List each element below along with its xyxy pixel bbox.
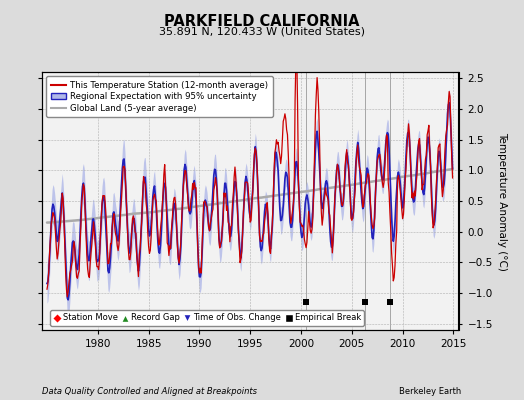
Legend: Station Move, Record Gap, Time of Obs. Change, Empirical Break: Station Move, Record Gap, Time of Obs. C…: [50, 310, 364, 326]
Text: PARKFIELD CALIFORNIA: PARKFIELD CALIFORNIA: [164, 14, 360, 29]
Y-axis label: Temperature Anomaly (°C): Temperature Anomaly (°C): [497, 132, 507, 270]
Text: Data Quality Controlled and Aligned at Breakpoints: Data Quality Controlled and Aligned at B…: [42, 387, 257, 396]
Text: 35.891 N, 120.433 W (United States): 35.891 N, 120.433 W (United States): [159, 26, 365, 36]
Text: Berkeley Earth: Berkeley Earth: [399, 387, 461, 396]
